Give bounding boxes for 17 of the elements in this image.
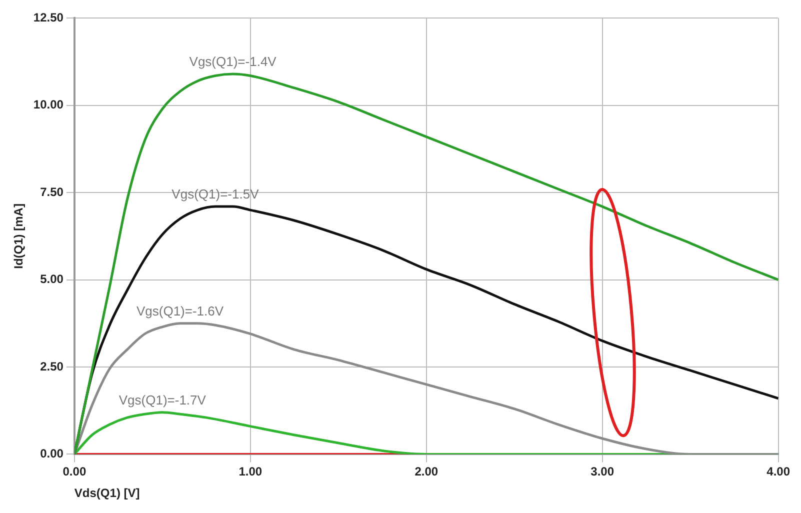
y-tick-label: 0.00 (40, 446, 64, 461)
x-axis-title: Vds(Q1) [V] (74, 486, 140, 500)
x-tick-label: 1.00 (238, 464, 262, 479)
y-tick-label: 12.50 (33, 10, 64, 25)
series-label: Vgs(Q1)=-1.5V (172, 186, 260, 202)
y-tick-label: 10.00 (33, 98, 64, 112)
y-tick-label: 2.50 (40, 359, 64, 374)
series-label: Vgs(Q1)=-1.4V (189, 54, 277, 70)
y-axis-title: Id(Q1) [mA] (12, 204, 26, 269)
x-tick-label: 4.00 (766, 464, 790, 479)
x-tick-label: 3.00 (590, 464, 614, 479)
x-tick-label: 2.00 (414, 464, 438, 479)
x-tick-label: 0.00 (62, 464, 86, 479)
y-tick-label: 5.00 (40, 272, 64, 286)
y-tick-label: 7.50 (40, 184, 64, 199)
series-label: Vgs(Q1)=-1.6V (136, 303, 224, 318)
series-label: Vgs(Q1)=-1.7V (118, 392, 206, 408)
